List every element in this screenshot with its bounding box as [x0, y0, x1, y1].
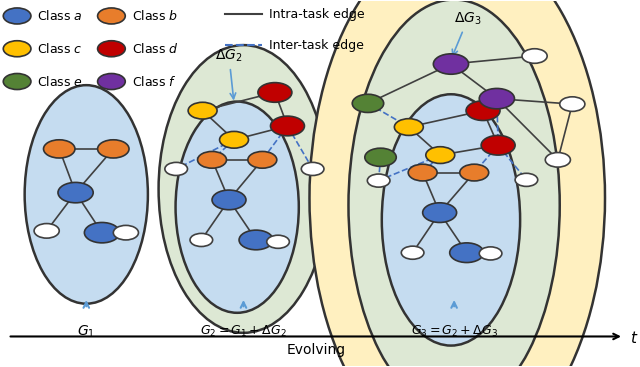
Circle shape — [165, 162, 188, 175]
Ellipse shape — [310, 0, 605, 367]
Circle shape — [258, 83, 292, 102]
Circle shape — [34, 224, 60, 238]
Circle shape — [3, 8, 31, 24]
Ellipse shape — [348, 0, 560, 367]
Text: Class $f$: Class $f$ — [132, 75, 177, 88]
Text: $\Delta G_2$: $\Delta G_2$ — [215, 48, 243, 99]
Circle shape — [365, 148, 396, 166]
Circle shape — [3, 73, 31, 90]
Circle shape — [433, 54, 468, 74]
Circle shape — [97, 41, 125, 57]
Ellipse shape — [175, 102, 299, 313]
Circle shape — [3, 41, 31, 57]
Text: $G_1$: $G_1$ — [77, 324, 95, 340]
Text: $G_2 = G_1 + \Delta G_2$: $G_2 = G_1 + \Delta G_2$ — [200, 324, 287, 339]
Circle shape — [301, 162, 324, 175]
Circle shape — [190, 233, 212, 247]
Circle shape — [466, 101, 500, 120]
Circle shape — [113, 225, 138, 240]
Circle shape — [481, 135, 515, 155]
Ellipse shape — [159, 45, 328, 333]
Circle shape — [560, 97, 585, 111]
Circle shape — [408, 164, 437, 181]
Circle shape — [97, 140, 129, 158]
Text: Evolving: Evolving — [286, 342, 346, 356]
Circle shape — [426, 147, 455, 163]
Circle shape — [198, 152, 227, 168]
Text: $t$: $t$ — [630, 330, 639, 346]
Text: Inter-task edge: Inter-task edge — [269, 39, 364, 52]
Circle shape — [460, 164, 489, 181]
Circle shape — [58, 182, 93, 203]
Circle shape — [450, 243, 484, 262]
Text: Class $d$: Class $d$ — [132, 42, 179, 56]
Circle shape — [352, 94, 384, 112]
Circle shape — [239, 230, 273, 250]
Text: Class $e$: Class $e$ — [37, 75, 83, 88]
Circle shape — [271, 116, 305, 136]
Circle shape — [479, 88, 515, 109]
Ellipse shape — [25, 85, 148, 304]
Circle shape — [401, 246, 424, 259]
Text: Class $c$: Class $c$ — [37, 42, 83, 56]
Text: Class $b$: Class $b$ — [132, 9, 178, 23]
Circle shape — [479, 247, 502, 260]
Circle shape — [522, 49, 547, 63]
Circle shape — [212, 190, 246, 210]
Circle shape — [44, 140, 75, 158]
Ellipse shape — [382, 94, 520, 346]
Circle shape — [97, 8, 125, 24]
Circle shape — [367, 174, 390, 187]
Text: Class $a$: Class $a$ — [37, 9, 83, 23]
Circle shape — [394, 119, 423, 135]
Circle shape — [84, 222, 120, 243]
Circle shape — [545, 153, 570, 167]
Circle shape — [188, 102, 217, 119]
Text: $\Delta G_3$: $\Delta G_3$ — [452, 11, 482, 55]
Circle shape — [97, 73, 125, 90]
Text: Intra-task edge: Intra-task edge — [269, 8, 364, 21]
Text: $G_3 = G_2 + \Delta G_3$: $G_3 = G_2 + \Delta G_3$ — [411, 324, 498, 339]
Circle shape — [220, 131, 248, 148]
Circle shape — [248, 152, 276, 168]
Circle shape — [422, 203, 456, 222]
Circle shape — [267, 235, 289, 248]
Circle shape — [515, 173, 538, 186]
